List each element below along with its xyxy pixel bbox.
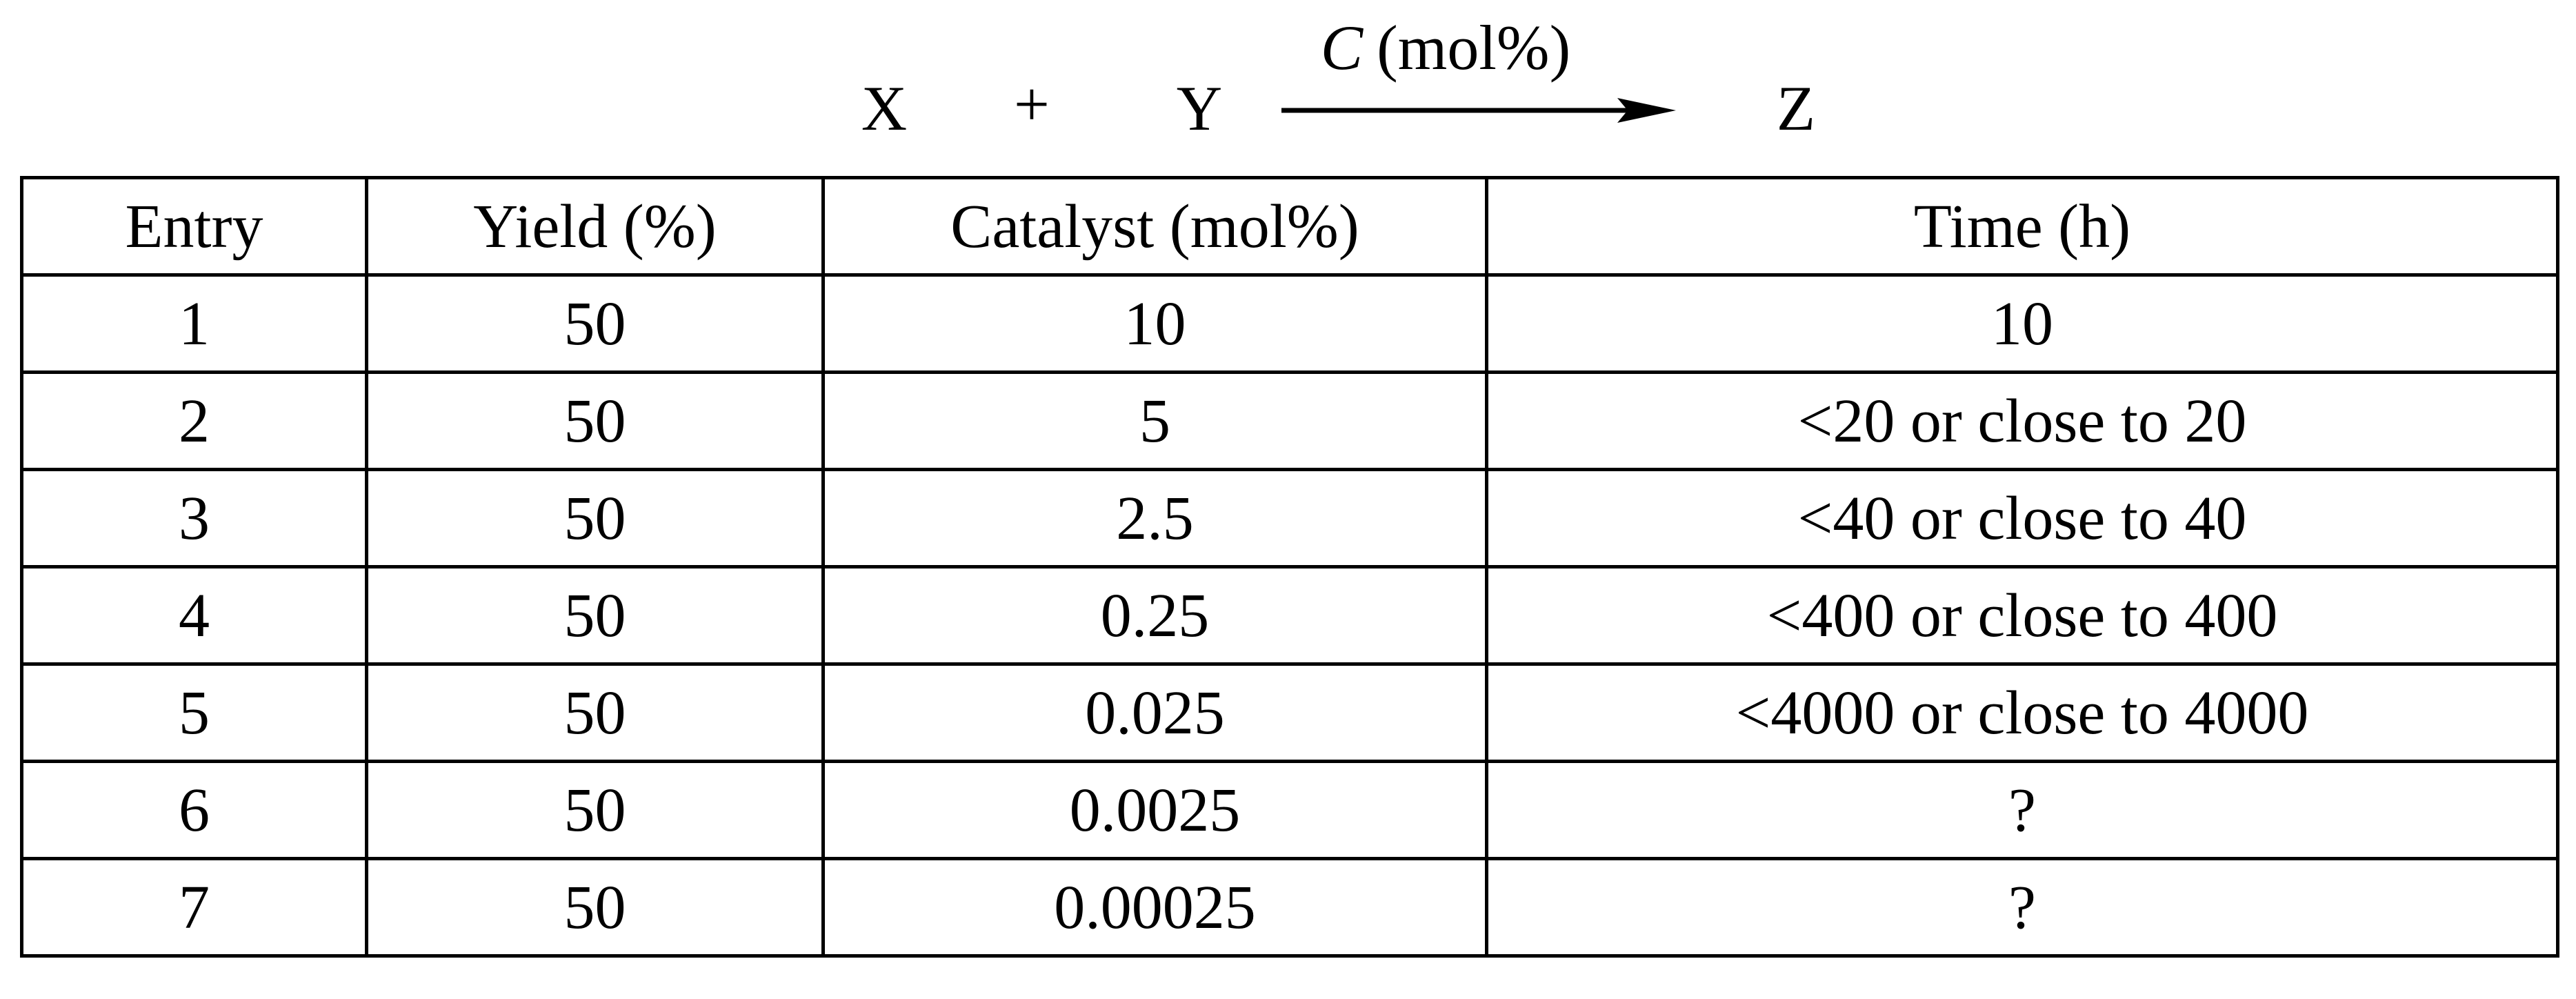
table-row: 2 50 5 <20 or close to 20	[20, 370, 2559, 471]
table-cell: 50	[365, 468, 825, 568]
table-cell: 50	[365, 760, 825, 860]
table-cell: ?	[1485, 760, 2559, 860]
table-cell: <4000 or close to 4000	[1485, 662, 2559, 763]
table-cell: 5	[821, 370, 1488, 471]
table-cell: 50	[365, 370, 825, 471]
table-cell: 3	[20, 468, 368, 568]
table-row: 7 50 0.00025?	[20, 857, 2559, 958]
table-cell: 0.0025	[821, 760, 1488, 860]
column-header: Yield (%)	[365, 176, 825, 277]
table-cell: 2	[20, 370, 368, 471]
column-header: Time (h)	[1485, 176, 2559, 277]
catalyst-label: C (mol%)	[1321, 12, 1570, 83]
table-cell: 4	[20, 565, 368, 666]
reaction-scheme: X + Y C (mol%) Z	[861, 12, 1815, 144]
catalyst-symbol: C	[1321, 12, 1364, 83]
table-cell: ?	[1485, 857, 2559, 958]
table-cell: 50	[365, 857, 825, 958]
reactant: X	[861, 73, 907, 144]
product: Z	[1777, 73, 1815, 144]
table-row: 5 50 0.025 <4000 or close to 4000	[20, 662, 2559, 763]
catalyst-unit: (mol%)	[1377, 12, 1570, 83]
header-row: Entry Yield (%) Catalyst (mol%) Time (h)	[20, 176, 2559, 277]
table-cell: <20 or close to 20	[1485, 370, 2559, 471]
plus-sign: +	[1014, 69, 1050, 139]
reactant: Y	[1177, 73, 1222, 144]
table-cell: 7	[20, 857, 368, 958]
table-cell: 50	[365, 565, 825, 666]
table-cell: <40 or close to 40	[1485, 468, 2559, 568]
table-cell: 2.5	[821, 468, 1488, 568]
table-body: 1 50 10 10 2 50 5 <20 or close to 20 3 50 2.5 <40 o…	[20, 273, 2559, 958]
table-cell: 6	[20, 760, 368, 860]
table-cell: 0.025	[821, 662, 1488, 763]
table-row: 3 50 2.5 <40 or close to 40	[20, 468, 2559, 568]
table-cell: 10	[821, 273, 1488, 374]
column-header: Entry	[20, 176, 368, 277]
table-cell: 1	[20, 273, 368, 374]
arrow-head	[1617, 98, 1676, 123]
table-row: 6 50 0.0025?	[20, 760, 2559, 860]
table-cell: 0.00025	[821, 857, 1488, 958]
table-row: 1 50 10 10	[20, 273, 2559, 374]
table-cell: 5	[20, 662, 368, 763]
table-cell: 0.25	[821, 565, 1488, 666]
table-cell: 50	[365, 273, 825, 374]
table-cell: 50	[365, 662, 825, 763]
table-cell: <400 or close to 400	[1485, 565, 2559, 666]
table-row: 4 50 0.25 <400 or close to 400	[20, 565, 2559, 666]
column-header: Catalyst (mol%)	[821, 176, 1488, 277]
table-cell: 10	[1485, 273, 2559, 374]
